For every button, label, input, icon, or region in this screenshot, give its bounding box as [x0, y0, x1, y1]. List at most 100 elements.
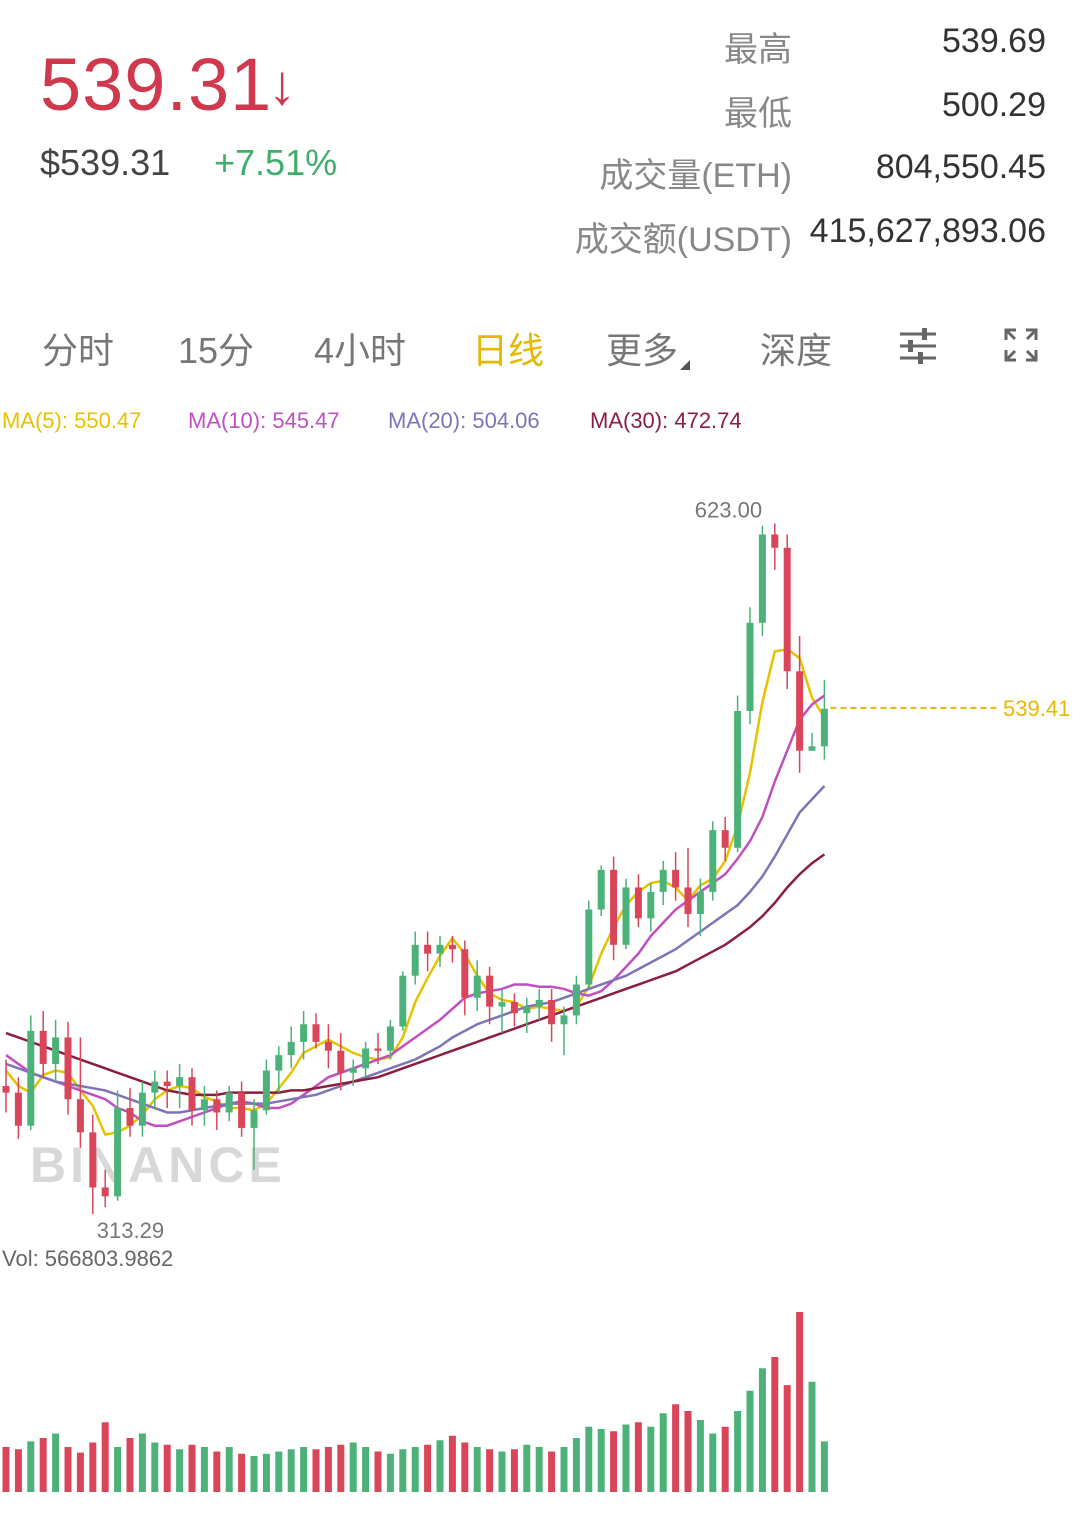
- volume-bar: [225, 1447, 233, 1492]
- candle: [213, 1090, 221, 1131]
- volume-bar: [200, 1447, 208, 1492]
- candle: [672, 852, 680, 901]
- candle: [411, 931, 419, 985]
- stat-label-turnover: 成交额(USDT): [574, 221, 792, 259]
- stat-label-high: 最高: [724, 31, 792, 69]
- candle: [796, 636, 804, 773]
- volume-bar: [374, 1451, 382, 1492]
- candle: [473, 960, 481, 1011]
- candle: [200, 1086, 208, 1126]
- tab-15min[interactable]: 15分: [178, 330, 255, 371]
- candle: [176, 1063, 184, 1109]
- volume-bar: [262, 1453, 270, 1492]
- candle: [548, 988, 556, 1042]
- candle: [101, 1169, 109, 1208]
- volume-bar: [486, 1449, 494, 1492]
- candle: [523, 997, 531, 1034]
- volume-bar: [14, 1449, 22, 1492]
- interval-tabs: 分时 15分 4小时 日线 更多 深度: [0, 322, 1080, 382]
- candle: [461, 940, 469, 1016]
- last-price: 539.31: [40, 43, 273, 126]
- candle: [362, 1041, 370, 1078]
- volume-bar: [2, 1447, 10, 1492]
- volume-bar: [399, 1449, 407, 1492]
- volume-bar: [386, 1453, 394, 1492]
- ma20-legend: MA(20): 504.06: [388, 408, 540, 433]
- volume-bar: [610, 1431, 618, 1492]
- candle: [597, 865, 605, 917]
- sliders-icon[interactable]: [898, 326, 938, 371]
- candle: [27, 1015, 35, 1131]
- down-arrow-icon: ↓: [268, 53, 296, 116]
- volume-bar: [796, 1312, 804, 1492]
- candlestick-chart[interactable]: BINANCE 623.00 313.29 539.41 Vol: 566803…: [0, 436, 1080, 1516]
- candle: [275, 1046, 283, 1093]
- tab-depth[interactable]: 深度: [760, 330, 833, 371]
- ma-lines: [5, 647, 826, 1136]
- volume-bar: [448, 1435, 456, 1492]
- high-price-label: 623.00: [695, 498, 762, 523]
- candle: [337, 1033, 345, 1091]
- volume-bar: [176, 1449, 184, 1492]
- candle: [634, 874, 642, 928]
- candle: [436, 936, 444, 967]
- candle: [486, 966, 494, 1025]
- volume-bar: [510, 1449, 518, 1492]
- volume-bar: [758, 1368, 766, 1492]
- volume-bar: [287, 1449, 295, 1492]
- volume-bar: [39, 1438, 47, 1492]
- low-price-label: 313.29: [97, 1218, 164, 1243]
- tab-more[interactable]: 更多: [606, 322, 691, 374]
- candle: [312, 1013, 320, 1049]
- candle: [510, 993, 518, 1027]
- candle: [287, 1026, 295, 1069]
- stat-value-turnover: 415,627,893.06: [809, 212, 1046, 250]
- tab-4hour[interactable]: 4小时: [314, 330, 407, 371]
- volume-bar: [312, 1449, 320, 1492]
- candle: [52, 1019, 60, 1082]
- candle: [349, 1059, 357, 1086]
- volume-bar: [734, 1411, 742, 1492]
- volume-bar: [473, 1447, 481, 1492]
- volume-bar: [300, 1447, 308, 1492]
- candle: [535, 988, 543, 1020]
- volume-bar: [746, 1390, 754, 1492]
- candle: [76, 1037, 84, 1148]
- volume-bar: [436, 1440, 444, 1492]
- volume-bar: [188, 1444, 196, 1492]
- candle: [696, 878, 704, 936]
- candle: [250, 1099, 258, 1170]
- candle: [758, 525, 766, 636]
- volume-bar: [101, 1422, 109, 1492]
- candle: [498, 988, 506, 1034]
- ma5-legend: MA(5): 550.47: [2, 408, 142, 433]
- volume-bar: [659, 1413, 667, 1492]
- volume-bar: [324, 1447, 332, 1492]
- tab-daily[interactable]: 日线: [472, 330, 545, 371]
- volume-bar: [349, 1442, 357, 1492]
- candle: [151, 1070, 159, 1109]
- tab-timeshare[interactable]: 分时: [42, 330, 115, 371]
- candle: [622, 878, 630, 950]
- volume-bar: [138, 1433, 146, 1492]
- volume-bar: [250, 1456, 258, 1492]
- volume-bar: [634, 1422, 642, 1492]
- candle: [2, 1059, 10, 1113]
- volume-bar: [89, 1442, 97, 1492]
- last-price-label: 539.41: [1003, 696, 1070, 721]
- candle: [820, 680, 828, 760]
- usd-price: $539.31: [40, 142, 171, 183]
- candle: [746, 607, 754, 725]
- volume-bar: [523, 1444, 531, 1492]
- volume-bar: [76, 1452, 84, 1492]
- candle: [610, 856, 618, 961]
- volume-bar: [27, 1441, 35, 1492]
- candles: [2, 523, 828, 1214]
- volume-bar: [64, 1447, 72, 1492]
- candle: [585, 900, 593, 989]
- volume-bar: [163, 1444, 171, 1492]
- volume-bar: [213, 1451, 221, 1492]
- stat-value-low: 500.29: [942, 86, 1046, 124]
- fullscreen-icon[interactable]: [1004, 328, 1038, 367]
- ma10-legend: MA(10): 545.47: [188, 408, 340, 433]
